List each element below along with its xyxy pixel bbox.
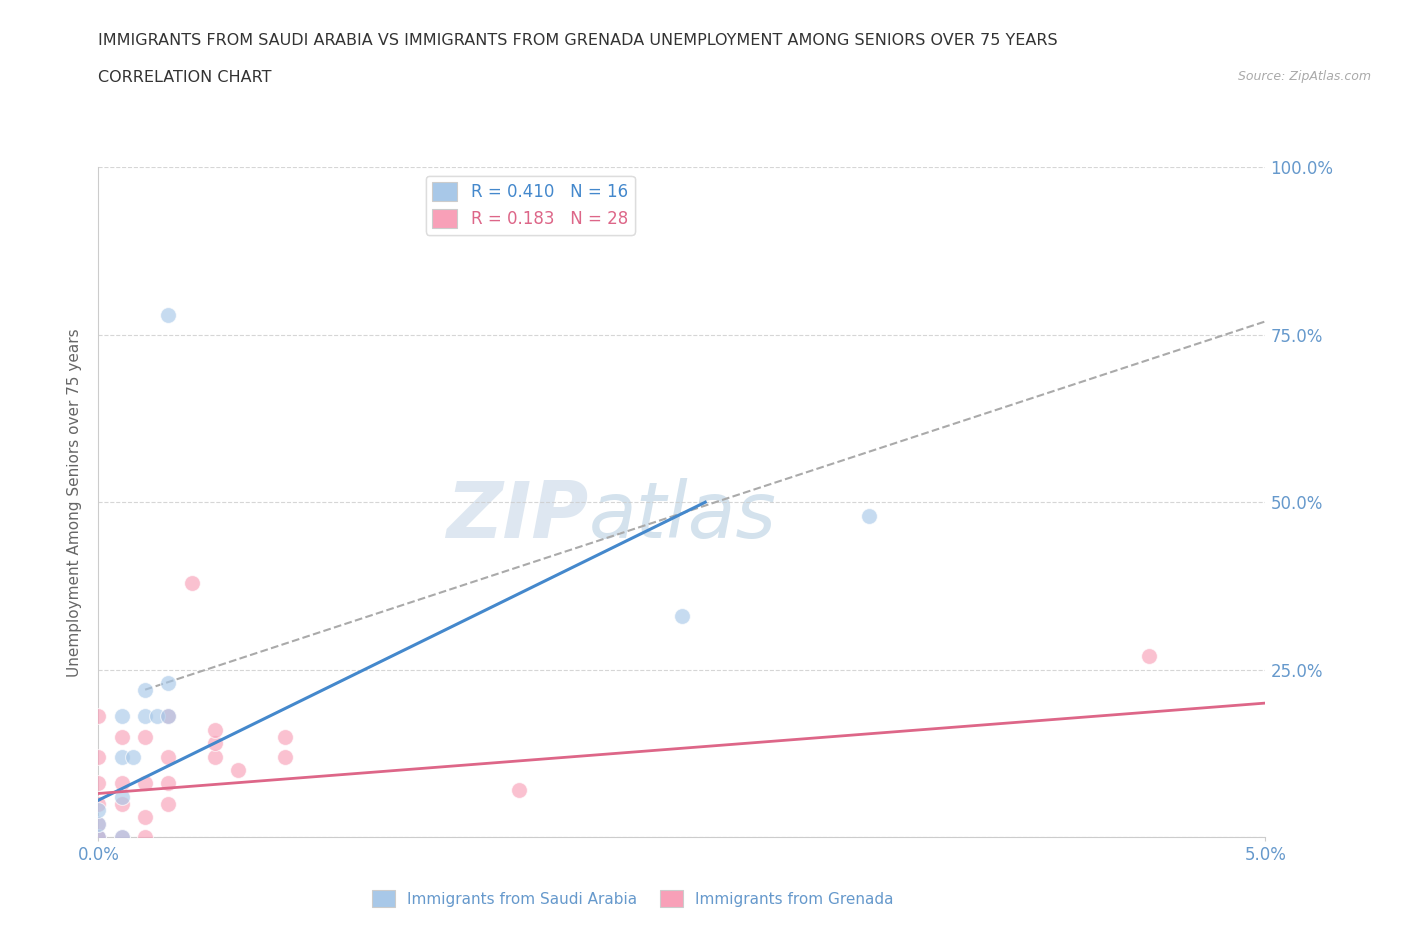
Point [134,830,156,844]
Y-axis label: Unemployment Among Seniors over 75 years: Unemployment Among Seniors over 75 years [67,328,83,676]
Point [111,709,134,724]
Point [508,783,530,798]
Text: atlas: atlas [589,478,776,553]
Point [87,750,110,764]
Point [228,763,250,777]
Point [274,750,297,764]
Text: Source: ZipAtlas.com: Source: ZipAtlas.com [1237,70,1371,83]
Point [111,830,134,844]
Point [87,803,110,817]
Text: ZIP: ZIP [446,478,589,553]
Point [87,796,110,811]
Point [204,723,226,737]
Point [157,750,180,764]
Point [111,729,134,744]
Legend: R = 0.410   N = 16, R = 0.183   N = 28: R = 0.410 N = 16, R = 0.183 N = 28 [426,176,634,234]
Point [87,776,110,790]
Point [157,796,180,811]
Point [157,709,180,724]
Point [134,776,156,790]
Point [204,750,226,764]
Point [87,830,110,844]
Point [1137,649,1160,664]
Legend: Immigrants from Saudi Arabia, Immigrants from Grenada: Immigrants from Saudi Arabia, Immigrants… [366,884,900,913]
Point [134,683,156,698]
Point [204,736,226,751]
Point [157,675,180,690]
Point [134,729,156,744]
Point [111,750,134,764]
Point [157,307,180,322]
Point [87,817,110,831]
Point [111,830,134,844]
Point [858,508,880,523]
Point [671,608,693,623]
Point [157,709,180,724]
Point [274,729,297,744]
Point [87,830,110,844]
Point [180,575,202,590]
Point [111,776,134,790]
Text: CORRELATION CHART: CORRELATION CHART [98,70,271,85]
Point [157,776,180,790]
Point [134,709,156,724]
Point [111,796,134,811]
Point [87,817,110,831]
Point [87,830,110,844]
Point [111,790,134,804]
Point [134,809,156,824]
Point [146,709,169,724]
Point [122,750,145,764]
Point [87,709,110,724]
Text: IMMIGRANTS FROM SAUDI ARABIA VS IMMIGRANTS FROM GRENADA UNEMPLOYMENT AMONG SENIO: IMMIGRANTS FROM SAUDI ARABIA VS IMMIGRAN… [98,33,1059,47]
